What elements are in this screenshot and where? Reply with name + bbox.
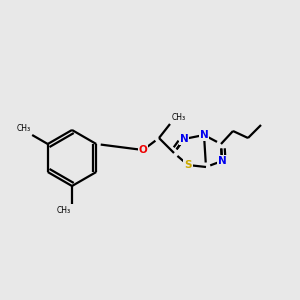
Text: CH₃: CH₃ bbox=[57, 206, 71, 215]
Text: N: N bbox=[218, 156, 226, 166]
Text: CH₃: CH₃ bbox=[172, 113, 186, 122]
Text: N: N bbox=[200, 130, 208, 140]
Text: S: S bbox=[184, 160, 192, 170]
Text: O: O bbox=[139, 145, 147, 155]
Text: N: N bbox=[180, 134, 188, 144]
Text: CH₃: CH₃ bbox=[17, 124, 31, 133]
